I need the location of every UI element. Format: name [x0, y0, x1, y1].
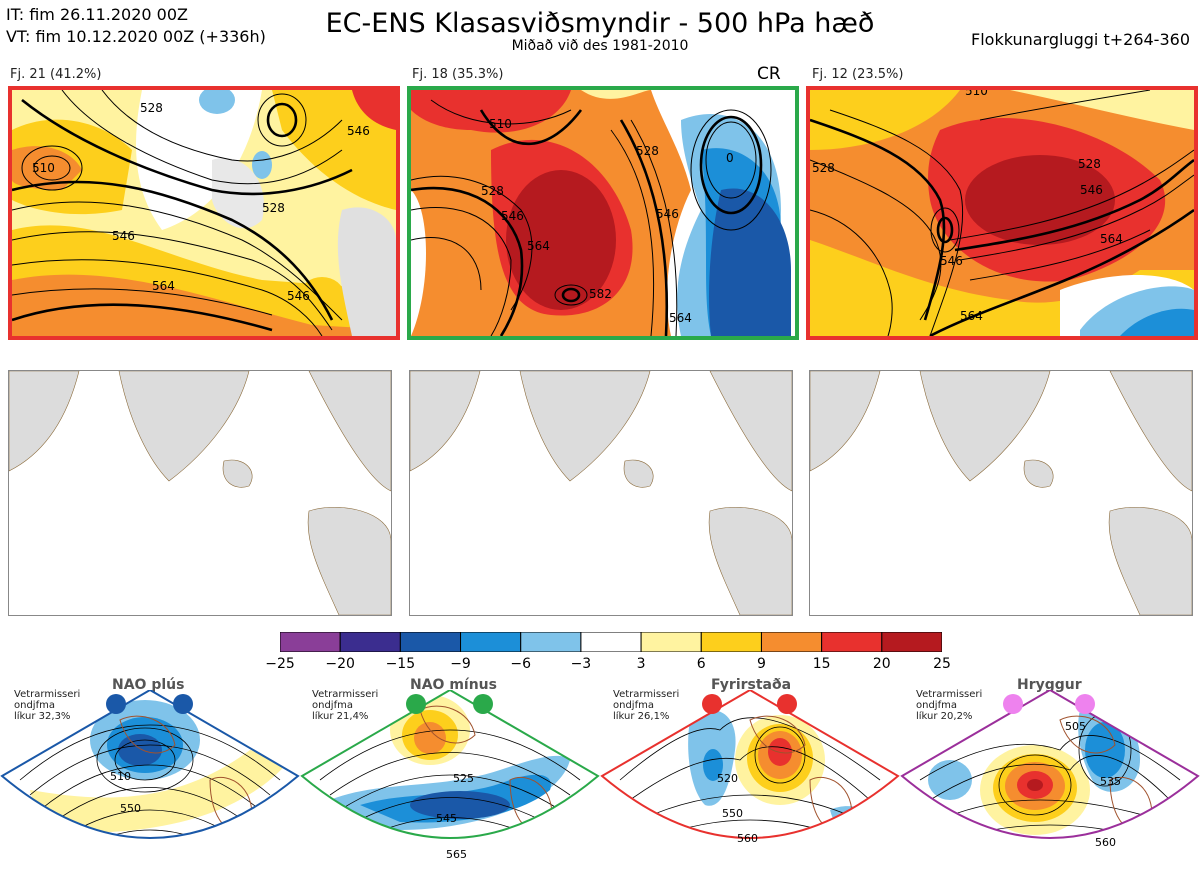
colorbar-svg — [279, 631, 943, 653]
regime-3-title: Fyrirstaða — [711, 677, 792, 693]
colorbar-tick-label: −20 — [325, 656, 355, 672]
contour-label: 510 — [965, 90, 988, 98]
regime-2-dot-a — [406, 694, 426, 714]
regime-4-title: Hryggur — [1017, 677, 1082, 693]
contour-label: 510 — [489, 117, 512, 131]
regime-1-frame — [0, 690, 300, 839]
colorbar-swatch — [760, 631, 823, 653]
regime-label: 505 — [1065, 720, 1086, 733]
regime-label: 520 — [717, 772, 738, 785]
contour-label: 546 — [940, 254, 963, 268]
colorbar-swatch — [881, 631, 943, 653]
contour-label: 528 — [636, 144, 659, 158]
regime-3-dot-a — [702, 694, 722, 714]
regime-label: 545 — [436, 812, 457, 825]
colorbar-swatch — [279, 631, 341, 653]
cluster-1-map: 510 528 546 564 528 546 546 — [8, 86, 400, 340]
it-line: IT: fim 26.11.2020 00Z — [6, 5, 188, 24]
regime-2-frame — [300, 690, 600, 839]
colorbar-tick-label: −9 — [450, 656, 471, 672]
empty-map-3 — [809, 370, 1193, 616]
contour-label: 564 — [669, 311, 692, 325]
empty-map-2 — [409, 370, 793, 616]
contour-label: 546 — [656, 207, 679, 221]
regime-3-frame — [600, 690, 900, 839]
cluster-1-label: Fj. 21 (41.2%) — [10, 67, 102, 82]
contour-label: 528 — [1078, 157, 1101, 171]
contour-label: 564 — [152, 279, 175, 293]
cluster-2-map: 510 528 546 564 582 528 546 564 0 — [407, 86, 799, 340]
colorbar-swatch — [700, 631, 762, 653]
vt-line: VT: fim 10.12.2020 00Z (+336h) — [6, 27, 266, 46]
contour-label: 564 — [1100, 232, 1123, 246]
regime-1-dot-a — [106, 694, 126, 714]
cluster-2-tag: CR — [757, 64, 781, 84]
colorbar-tick-label: 20 — [872, 656, 891, 672]
colorbar-swatch — [520, 631, 582, 653]
regime-label: 550 — [722, 807, 743, 820]
colorbar-swatch — [399, 631, 462, 653]
contour-label: 528 — [262, 201, 285, 215]
regime-label: 560 — [1095, 836, 1116, 849]
regime-label: 560 — [737, 832, 758, 845]
regime-2-title: NAO mínus — [410, 677, 497, 693]
regime-4-dot-b — [1075, 694, 1095, 714]
contour-label: 546 — [287, 289, 310, 303]
contour-label: 546 — [1080, 183, 1103, 197]
contour-label: 510 — [32, 161, 55, 175]
regime-4-dot-a — [1003, 694, 1023, 714]
empty-map-1 — [8, 370, 392, 616]
page-subtitle: Miðað við des 1981-2010 — [511, 38, 689, 54]
contour-label: 528 — [812, 161, 835, 175]
contour-label: 528 — [140, 101, 163, 115]
colorbar-swatch — [339, 631, 401, 653]
regime-label: 565 — [446, 848, 467, 861]
contour-label: 546 — [112, 229, 135, 243]
colorbar-tick-label: −25 — [265, 656, 295, 672]
colorbar-tick-label: 25 — [933, 656, 951, 672]
regime-label: 535 — [1100, 775, 1121, 788]
regime-2-map — [302, 690, 598, 838]
window-label: Flokkunargluggi t+264-360 — [971, 30, 1190, 49]
colorbar-swatch — [460, 631, 522, 653]
colorbar-swatch — [580, 631, 642, 653]
contour-label: 564 — [960, 309, 983, 323]
colorbar — [279, 631, 943, 653]
regime-maps: 510 550 525 545 565 — [0, 690, 1200, 861]
contour-label: 546 — [347, 124, 370, 138]
colorbar-tick-label: 6 — [696, 656, 706, 672]
regime-1-title: NAO plús — [112, 677, 185, 693]
colorbar-tick-label: 3 — [636, 656, 646, 672]
regime-4-map — [902, 690, 1198, 838]
page-title: EC-ENS Klasasviðsmyndir - 500 hPa hæð — [325, 8, 875, 39]
colorbar-tick-label: 15 — [812, 656, 831, 672]
regime-label: 550 — [120, 802, 141, 815]
regime-3-dot-b — [777, 694, 797, 714]
colorbar-swatch — [821, 631, 883, 653]
regime-4-note: Vetrarmisseri ondjfma líkur 20,2% — [916, 689, 983, 722]
regime-3-note: Vetrarmisseri ondjfma líkur 26,1% — [613, 689, 680, 722]
cluster-3-label: Fj. 12 (23.5%) — [812, 67, 904, 82]
cluster-2-label: Fj. 18 (35.3%) — [412, 67, 504, 82]
colorbar-tick-label: 9 — [756, 656, 766, 672]
colorbar-tick-label: −3 — [570, 656, 592, 672]
regime-1-note: Vetrarmisseri ondjfma líkur 32,3% — [14, 689, 81, 722]
regime-2-dot-b — [473, 694, 493, 714]
regime-label: 510 — [110, 770, 131, 783]
contour-label: 0 — [726, 151, 734, 165]
regime-1-dot-b — [173, 694, 193, 714]
contour-label: 582 — [589, 287, 612, 301]
colorbar-tick-label: −15 — [385, 656, 416, 672]
cluster-3-map: 510 528 546 564 528 546 564 — [806, 86, 1198, 340]
contour-label: 564 — [527, 239, 550, 253]
regime-1-map — [2, 690, 298, 838]
colorbar-tick-label: −6 — [510, 656, 532, 672]
contour-label: 528 — [481, 184, 504, 198]
regime-4-frame — [900, 690, 1200, 839]
header-info: IT: fim 26.11.2020 00Z VT: fim 10.12.202… — [6, 4, 266, 48]
regime-label: 525 — [453, 772, 474, 785]
contour-label: 546 — [501, 209, 524, 223]
regime-2-note: Vetrarmisseri ondjfma líkur 21,4% — [312, 689, 379, 722]
colorbar-swatch — [640, 631, 702, 653]
